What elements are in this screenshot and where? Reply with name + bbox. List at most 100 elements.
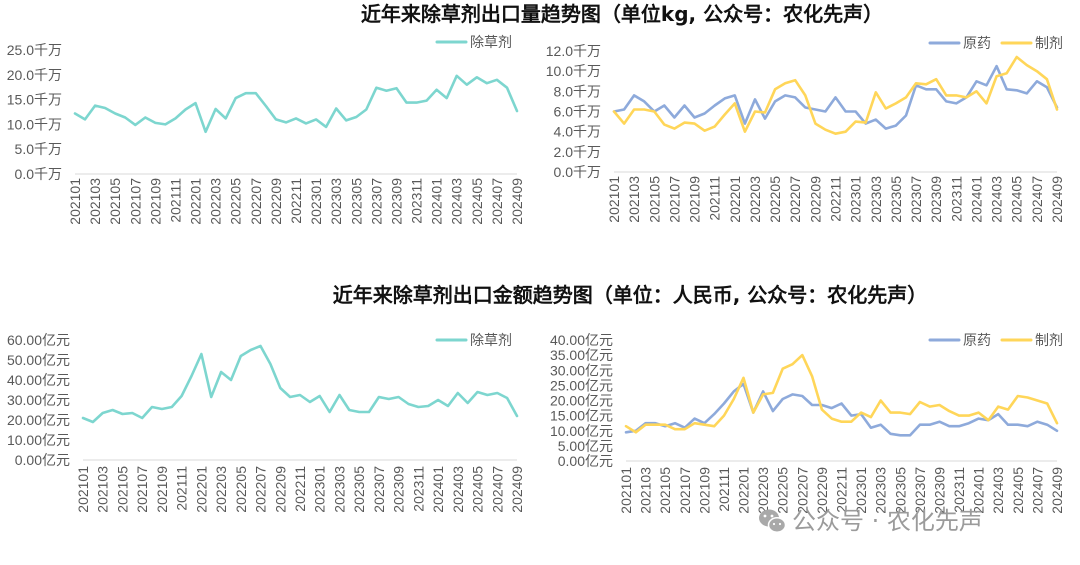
x-tick-label: 202103: [95, 466, 111, 513]
x-tick-label: 202105: [115, 466, 131, 513]
wechat-icon: [759, 509, 787, 533]
x-tick-label: 202201: [736, 467, 752, 514]
x-tick-label: 202107: [127, 178, 143, 225]
legend-label-herbicide: 除草剂: [470, 34, 512, 50]
series-line-formulation: [624, 353, 1059, 434]
x-tick-label: 202405: [469, 178, 485, 225]
legend-label-formulation: 制剂: [1035, 332, 1063, 348]
export-volume-herbicide-chart: 0.0千万 5.0千万 10.0千万 15.0千万 20.0千万 25.0千万 202101…: [7, 34, 525, 225]
x-tick-label: 202201: [188, 178, 204, 225]
x-tick-label: 202303: [868, 176, 884, 223]
x-tick-label: 202211: [828, 176, 844, 222]
x-tick-label: 202311: [410, 466, 426, 512]
x-tick-label: 202105: [107, 178, 123, 225]
x-tick-label: 202211: [292, 466, 308, 512]
x-tick-label: 202203: [747, 176, 763, 223]
x-tick-label: 202403: [990, 467, 1006, 514]
x-tick-label: 202407: [1029, 467, 1045, 514]
export-volume-by-type-chart: 0.0千万 2.0千万 4.0千万 6.0千万 8.0千万 10.0千万 12.0千万 202…: [546, 35, 1065, 223]
export-amount-herbicide-chart: 0.00亿元 10.00亿元 20.00亿元 30.00亿元 40.00亿元 50.00亿…: [7, 332, 525, 513]
y-tick-label: 20.00亿元: [7, 412, 70, 428]
watermark: 公众号 · 农化先声: [759, 507, 983, 535]
x-tick-label: 202203: [213, 466, 229, 513]
x-tick-label: 202303: [873, 467, 889, 514]
x-tick-label: 202301: [853, 467, 869, 514]
series-line-technical: [612, 64, 1059, 130]
y-tick-label: 50.00亿元: [7, 352, 70, 368]
y-tick-label: 5.0千万: [15, 141, 62, 157]
x-tick-label: 202309: [391, 466, 407, 513]
x-tick-label: 202307: [368, 178, 384, 225]
series-line-herbicide: [81, 344, 519, 424]
x-tick-label: 202103: [626, 176, 642, 223]
y-tick-label: 35.00亿元: [550, 347, 613, 363]
x-tick-label: 202101: [67, 178, 83, 225]
x-tick-label: 202309: [928, 176, 944, 223]
legend-label-technical: 原药: [963, 332, 991, 348]
x-tick-label: 202303: [332, 466, 348, 513]
x-tick-label: 202207: [794, 467, 810, 514]
x-tick-label: 202409: [1049, 467, 1065, 514]
x-tick-label: 202401: [430, 466, 446, 513]
export-amount-by-type-chart: 0.00亿元5.00亿元10.00亿元15.00亿元20.00亿元25.00亿元…: [550, 332, 1065, 514]
x-tick-label: 202305: [892, 467, 908, 514]
x-tick-label: 202105: [646, 176, 662, 223]
x-tick-label: 202111: [168, 178, 184, 223]
y-tick-label: 30.00亿元: [7, 392, 70, 408]
y-tick-label: 0.00亿元: [15, 452, 70, 468]
y-tick-label: 10.00亿元: [550, 423, 613, 439]
x-tick-label: 202307: [908, 176, 924, 223]
x-tick-label: 202107: [666, 176, 682, 223]
y-tick-label: 25.00亿元: [550, 377, 613, 393]
x-tick-label: 202209: [268, 178, 284, 225]
x-tick-label: 202401: [969, 176, 985, 223]
x-tick-label: 202311: [948, 176, 964, 222]
legend-label-technical: 原药: [963, 35, 991, 51]
x-tick-label: 202303: [328, 178, 344, 225]
y-tick-label: 10.0千万: [546, 63, 601, 79]
x-tick-label: 202405: [1009, 176, 1025, 223]
x-tick-label: 202309: [932, 467, 948, 514]
x-tick-label: 202407: [1029, 176, 1045, 223]
y-tick-label: 0.0千万: [15, 166, 62, 182]
x-tick-label: 202407: [489, 466, 505, 513]
series-line-formulation: [612, 55, 1059, 135]
x-tick-label: 202109: [696, 467, 712, 514]
x-tick-label: 202209: [272, 466, 288, 513]
y-tick-label: 4.0千万: [554, 124, 601, 140]
x-tick-label: 202403: [449, 178, 465, 225]
x-tick-label: 202305: [348, 178, 364, 225]
x-tick-label: 202305: [351, 466, 367, 513]
x-tick-label: 202307: [371, 466, 387, 513]
x-tick-label: 202205: [233, 466, 249, 513]
series-line-technical: [624, 382, 1059, 437]
x-tick-label: 202405: [1010, 467, 1026, 514]
y-tick-label: 10.0千万: [7, 116, 62, 132]
y-tick-label: 30.00亿元: [550, 362, 613, 378]
y-tick-label: 0.0千万: [554, 164, 601, 180]
x-tick-label: 202403: [450, 466, 466, 513]
x-tick-label: 202201: [727, 176, 743, 223]
export-amount-chart-title: 近年来除草剂出口金额趋势图（单位：人民币, 公众号：农化先声）: [333, 283, 928, 307]
x-tick-label: 202307: [912, 467, 928, 514]
x-tick-label: 202109: [147, 178, 163, 225]
wechat-icon-dot: [770, 514, 774, 518]
x-tick-label: 202109: [154, 466, 170, 513]
y-tick-label: 6.0千万: [554, 104, 601, 120]
x-tick-label: 202209: [814, 467, 830, 514]
wechat-icon-dot: [778, 522, 782, 526]
x-tick-label: 202111: [174, 466, 190, 511]
x-tick-label: 202301: [312, 466, 328, 513]
y-tick-label: 8.0千万: [554, 83, 601, 99]
wechat-icon-dot: [772, 522, 776, 526]
x-tick-label: 202209: [807, 176, 823, 223]
x-tick-label: 202205: [775, 467, 791, 514]
x-tick-label: 202111: [707, 176, 723, 221]
x-tick-label: 202203: [755, 467, 771, 514]
y-tick-label: 0.00亿元: [558, 453, 613, 469]
y-tick-label: 20.0千万: [7, 67, 62, 83]
legend-label-formulation: 制剂: [1035, 35, 1063, 51]
x-tick-label: 202409: [509, 466, 525, 513]
x-tick-label: 202301: [848, 176, 864, 223]
x-tick-label: 202207: [253, 466, 269, 513]
